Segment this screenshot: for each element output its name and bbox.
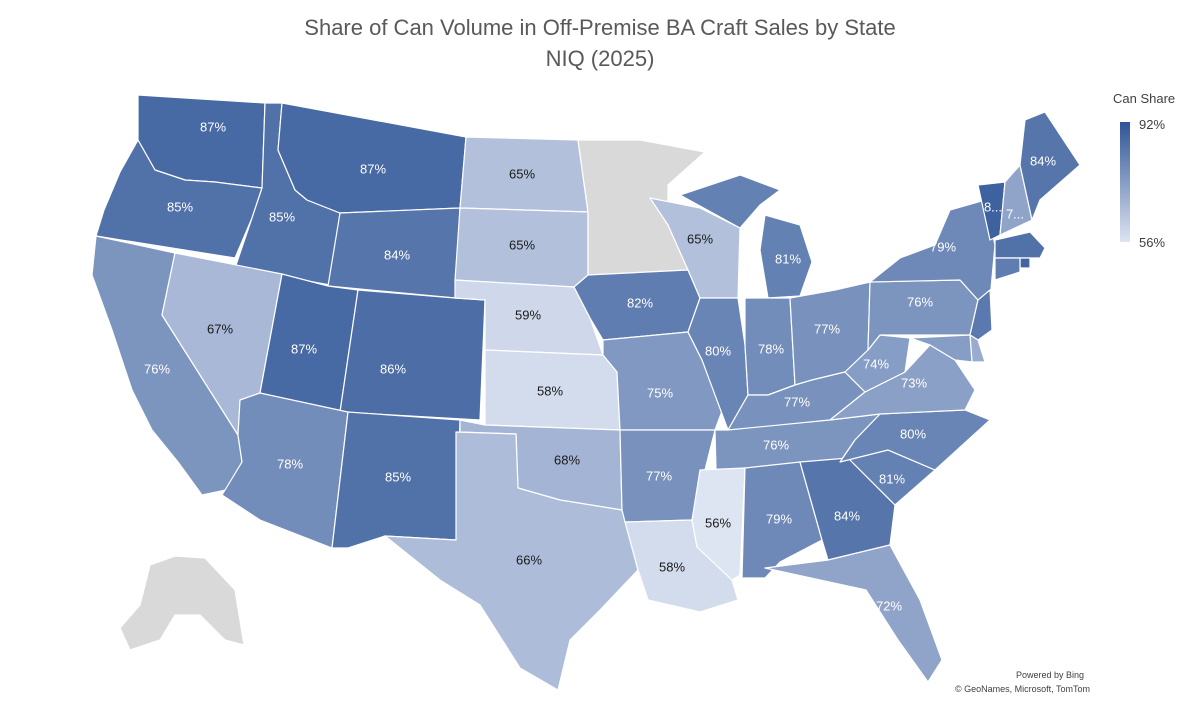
value-label-montana: 87%	[360, 161, 386, 176]
value-label-kansas: 58%	[537, 383, 563, 398]
value-label-utah: 87%	[291, 341, 317, 356]
value-label-north-dakota: 65%	[509, 166, 535, 181]
value-label-virginia: 73%	[901, 375, 927, 390]
state-colorado	[339, 289, 486, 421]
chart-title: Share of Can Volume in Off-Premise BA Cr…	[304, 15, 896, 40]
value-label-california: 76%	[144, 361, 170, 376]
state-florida	[764, 544, 943, 683]
value-label-alabama: 79%	[766, 511, 792, 526]
value-label-north-carolina: 80%	[900, 426, 926, 441]
value-label-florida: 72%	[876, 598, 902, 613]
legend-max-label: 92%	[1139, 117, 1166, 132]
value-label-ohio: 77%	[814, 321, 840, 336]
legend-min-label: 56%	[1139, 235, 1166, 250]
state-rhode-island	[1019, 257, 1031, 269]
value-label-new-mexico: 85%	[385, 469, 411, 484]
value-label-south-carolina: 81%	[879, 471, 905, 486]
state-montana	[277, 102, 467, 214]
value-label-kentucky: 77%	[784, 394, 810, 409]
state-connecticut	[994, 257, 1021, 281]
value-label-nevada: 67%	[207, 321, 233, 336]
value-label-west-virginia: 74%	[863, 356, 889, 371]
state-north-carolina	[839, 409, 991, 471]
value-label-illinois: 80%	[705, 343, 731, 358]
state-new-jersey	[969, 289, 993, 341]
value-label-wyoming: 84%	[384, 247, 410, 262]
state-maryland	[909, 334, 973, 363]
value-label-iowa: 82%	[627, 295, 653, 310]
state-massachusetts	[994, 231, 1046, 259]
value-label-maine: 84%	[1030, 153, 1056, 168]
value-label-new-york: 79%	[930, 239, 956, 254]
value-label-indiana: 78%	[758, 341, 784, 356]
value-label-colorado: 86%	[380, 361, 406, 376]
value-label-arizona: 78%	[277, 456, 303, 471]
value-label-wisconsin: 65%	[687, 231, 713, 246]
map-source-credit: © GeoNames, Microsoft, TomTom	[955, 684, 1090, 694]
value-label-new-hampshire: 7...	[1006, 206, 1024, 221]
legend-color-scale	[1120, 122, 1130, 242]
value-label-oregon: 85%	[167, 199, 193, 214]
legend-title: Can Share	[1113, 91, 1176, 106]
value-label-michigan: 81%	[775, 251, 801, 266]
chart-subtitle: NIQ (2025)	[545, 46, 655, 71]
value-label-mississippi: 56%	[705, 515, 731, 530]
powered-by-credit: Powered by Bing	[1015, 670, 1084, 680]
state-maine	[1019, 111, 1081, 221]
value-label-nebraska: 59%	[515, 307, 541, 322]
value-label-missouri: 75%	[647, 385, 673, 400]
value-label-louisiana: 58%	[659, 559, 685, 574]
value-label-washington: 87%	[200, 119, 226, 134]
state-alaska	[119, 555, 245, 651]
value-label-south-dakota: 65%	[509, 237, 535, 252]
value-label-texas: 66%	[516, 552, 542, 567]
value-label-pennsylvania: 76%	[907, 294, 933, 309]
value-label-idaho: 85%	[269, 209, 295, 224]
value-label-georgia: 84%	[834, 508, 860, 523]
value-label-tennessee: 76%	[763, 437, 789, 452]
value-label-arkansas: 77%	[646, 468, 672, 483]
value-label-oklahoma: 68%	[554, 452, 580, 467]
state-texas	[384, 431, 639, 691]
value-label-vermont: 8...	[984, 199, 1002, 214]
